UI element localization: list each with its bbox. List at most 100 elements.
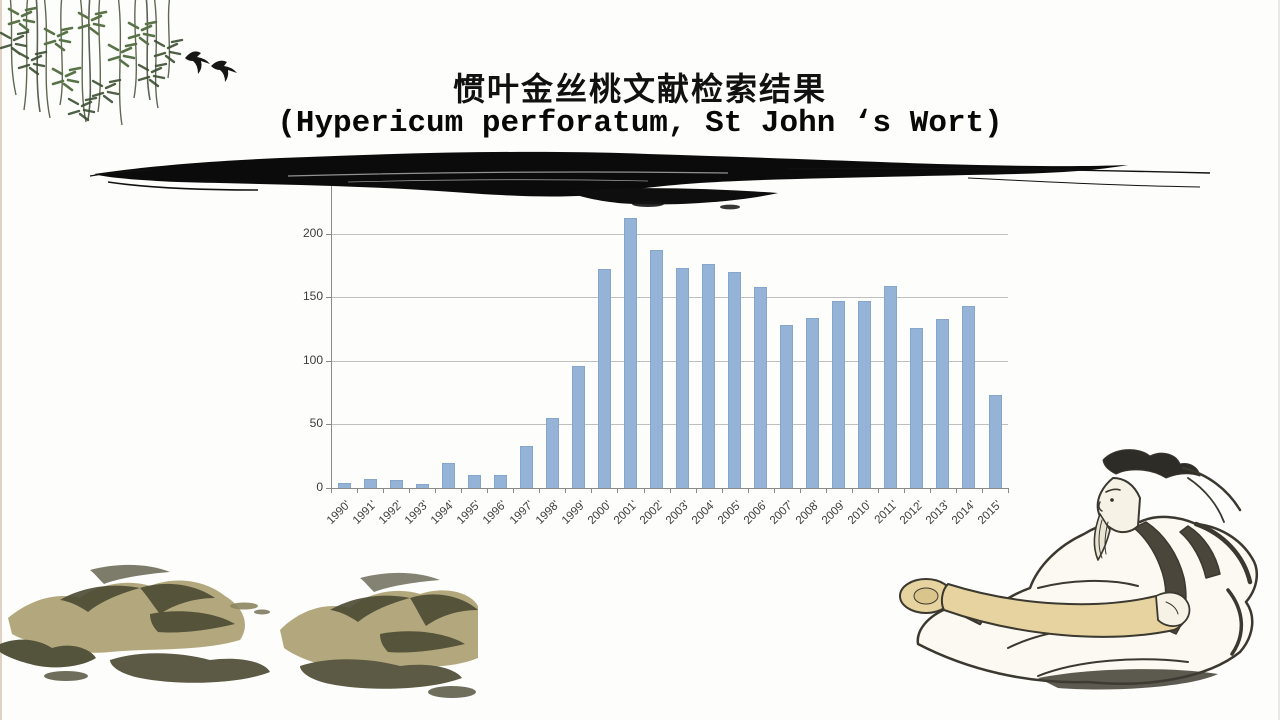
x-tick-label: 2015' (976, 498, 1005, 527)
x-axis-tick (669, 488, 671, 493)
ink-brush-stroke (89, 151, 1211, 210)
x-axis-tick (903, 488, 905, 493)
y-tick-label: 0 (316, 480, 323, 494)
x-tick-label: 2008' (793, 498, 822, 527)
x-tick-label: 2010' (845, 498, 875, 527)
bar (337, 482, 351, 488)
y-tick-label: 50 (309, 416, 323, 431)
x-axis-tick (1008, 488, 1009, 493)
x-tick-label: 1992' (377, 498, 406, 527)
bar (441, 462, 455, 488)
x-axis-tick (825, 488, 827, 493)
y-tick-label: 100 (302, 352, 323, 367)
x-axis-tick (383, 488, 385, 493)
x-axis-tick (331, 488, 332, 493)
bar (702, 264, 716, 488)
x-tick-label: 2006' (741, 498, 770, 527)
x-tick-label: 1996' (481, 498, 510, 527)
x-tick-label: 2000' (585, 498, 614, 527)
y-axis-tick (326, 233, 331, 235)
bar (493, 475, 507, 488)
bar (467, 475, 481, 488)
y-gridline (331, 424, 1008, 426)
bar (988, 395, 1002, 488)
x-axis-tick (982, 488, 983, 493)
bar (415, 484, 429, 488)
x-tick-label: 2004' (689, 498, 718, 527)
bar (728, 271, 742, 488)
bar (962, 306, 976, 488)
swallows-icon (185, 51, 237, 82)
right-edge-line (1278, 0, 1280, 720)
y-gridline (331, 233, 1008, 235)
mountains-painting-icon (0, 564, 478, 698)
x-tick-label: 1993' (403, 498, 432, 527)
y-axis-tick (326, 360, 331, 362)
x-axis-tick (851, 488, 853, 493)
x-tick-label: 1998' (533, 498, 562, 527)
bar (910, 327, 924, 488)
bar (676, 267, 689, 488)
x-tick-label: 1990' (325, 498, 354, 527)
x-axis-tick (747, 488, 749, 493)
x-tick-label: 2007' (767, 498, 796, 527)
bar (519, 446, 533, 488)
x-axis-tick (461, 488, 463, 493)
x-axis-tick (591, 488, 593, 493)
bar (806, 317, 820, 488)
y-axis-line (331, 170, 332, 488)
bar (884, 285, 898, 488)
left-edge-line (0, 0, 2, 720)
x-tick-label: 2013' (924, 498, 953, 527)
x-tick-label: 1991' (351, 498, 380, 527)
bar (597, 269, 611, 488)
y-axis-tick (326, 424, 331, 426)
bar (389, 480, 403, 488)
bar (832, 301, 846, 488)
willow-painting-icon (0, 0, 184, 126)
bar (545, 418, 559, 488)
bar (754, 287, 768, 488)
x-axis-tick (721, 488, 723, 493)
x-tick-label: 1994' (429, 498, 458, 527)
x-axis-tick (617, 488, 619, 493)
y-gridline (331, 360, 1008, 362)
bar (650, 250, 663, 488)
x-tick-label: 2011' (872, 498, 901, 527)
x-tick-label: 2002' (637, 498, 666, 527)
y-tick-label: 200 (302, 225, 323, 240)
x-axis-tick (799, 488, 801, 493)
y-gridline (331, 297, 1008, 299)
x-axis-tick (877, 488, 879, 493)
bar (623, 218, 637, 488)
bar (780, 325, 794, 488)
x-tick-label: 1999' (559, 498, 588, 527)
x-axis-tick (773, 488, 775, 493)
x-axis-tick (357, 488, 358, 493)
slide-title-chinese: 惯叶金丝桃文献检索结果 (452, 71, 827, 107)
bar (363, 479, 377, 488)
y-axis-tick (326, 488, 331, 489)
y-tick-label: 150 (302, 289, 323, 304)
x-axis-tick (955, 488, 957, 493)
x-tick-label: 2012' (898, 498, 927, 527)
x-axis-tick (695, 488, 697, 493)
bar (858, 301, 872, 488)
x-axis-tick (929, 488, 931, 493)
x-axis-tick (435, 488, 437, 493)
bar (936, 318, 950, 488)
x-tick-label: 2014' (950, 498, 979, 527)
x-tick-label: 2001' (611, 498, 640, 527)
x-axis-tick (513, 488, 515, 493)
x-axis-tick (487, 488, 489, 493)
x-tick-label: 1997' (507, 498, 536, 527)
x-tick-label: 2005' (715, 498, 744, 527)
y-axis-tick (326, 297, 331, 299)
x-tick-label: 2009' (819, 498, 848, 527)
x-axis-tick (539, 488, 541, 493)
slide-title-latin: (Hypericum perforatum, St John ‘s Wort) (277, 106, 1003, 141)
sage-painting-icon (899, 449, 1259, 690)
x-tick-label: 2003' (663, 498, 692, 527)
